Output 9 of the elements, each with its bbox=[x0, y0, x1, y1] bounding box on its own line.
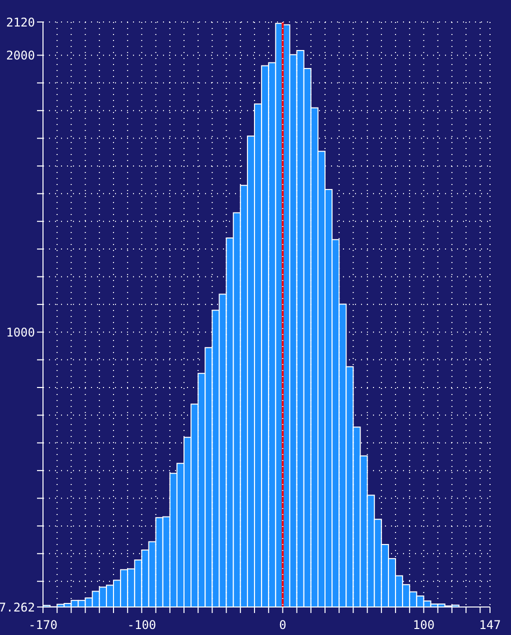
y-tick-label: 7.262 bbox=[0, 600, 35, 614]
x-tick-label: -100 bbox=[127, 618, 156, 632]
x-tick-label: 100 bbox=[412, 618, 435, 632]
y-tick-label: 1000 bbox=[6, 325, 35, 340]
y-tick-label: 2000 bbox=[6, 48, 35, 62]
x-tick-label: 0 bbox=[279, 618, 286, 632]
x-tick-label: 147 bbox=[479, 618, 501, 632]
y-tick-label: 2120 bbox=[6, 15, 35, 30]
x-tick-label: -170 bbox=[28, 618, 58, 632]
